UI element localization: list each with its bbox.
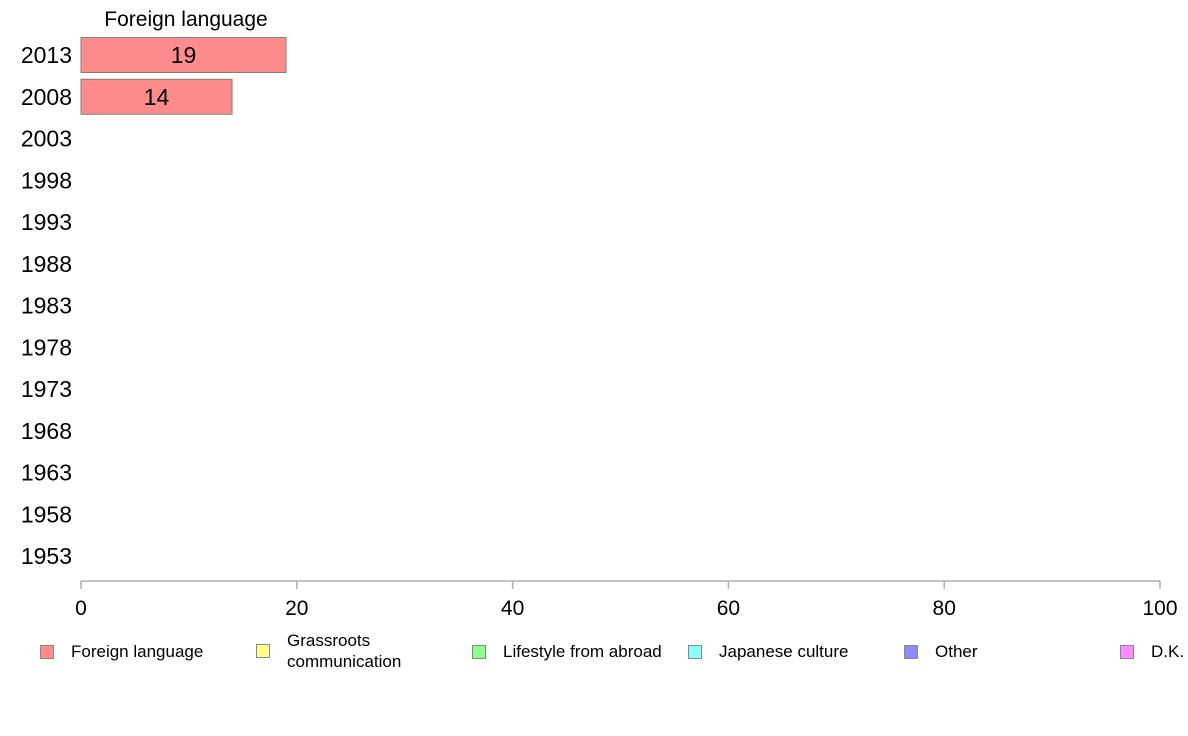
- legend-label: D.K.: [1151, 642, 1185, 661]
- legend-swatch: [256, 644, 270, 658]
- y-tick-label: 1998: [21, 167, 72, 193]
- y-tick-label: 1988: [21, 251, 72, 277]
- legend: Foreign language Grassroots communicatio…: [0, 630, 1188, 680]
- legend-swatch: [472, 644, 486, 659]
- x-axis: 0 20 40 60 80 100: [75, 580, 1178, 620]
- bar-value-label: 14: [144, 84, 170, 110]
- x-tick-label: 0: [75, 597, 87, 620]
- bar-value-label: 19: [171, 42, 197, 68]
- y-tick-label: 1983: [21, 293, 72, 319]
- legend-swatch: [688, 644, 702, 659]
- y-tick-label: 1973: [21, 376, 72, 402]
- series-header-label: Foreign language: [104, 8, 267, 31]
- y-tick-label: 1953: [21, 543, 72, 569]
- y-tick-label: 1963: [21, 460, 72, 486]
- y-axis-labels: 2013 2008 2003 1998 1993 1988 1983 1978 1973 1968…: [21, 42, 72, 569]
- legend-item-japanese-culture: Japanese culture: [688, 641, 848, 662]
- y-tick-label: 2003: [21, 126, 72, 152]
- legend-item-lifestyle-from-abroad: Lifestyle from abroad: [472, 641, 662, 662]
- y-tick-label: 2013: [21, 42, 72, 68]
- y-tick-label: 1958: [21, 501, 72, 527]
- legend-item-foreign-language: Foreign language: [40, 641, 203, 662]
- legend-swatch: [40, 644, 54, 659]
- legend-item-other: Other: [904, 641, 978, 662]
- x-tick-label: 20: [285, 597, 308, 620]
- y-tick-label: 1993: [21, 209, 72, 235]
- legend-label: Lifestyle from abroad: [503, 642, 662, 661]
- legend-label: Foreign language: [71, 642, 204, 661]
- y-tick-label: 1968: [21, 418, 72, 444]
- legend-label: Grassroots communication: [287, 631, 402, 671]
- x-tick-label: 60: [717, 597, 740, 620]
- x-tick-label: 40: [501, 597, 524, 620]
- x-tick-label: 80: [933, 597, 956, 620]
- y-tick-label: 2008: [21, 84, 72, 110]
- legend-item-grassroots-communication: Grassroots communication: [256, 630, 401, 672]
- y-tick-label: 1978: [21, 334, 72, 360]
- x-tick-label: 100: [1142, 597, 1177, 620]
- legend-label: Japanese culture: [719, 642, 849, 661]
- bar: [80, 37, 287, 73]
- legend-swatch: [1120, 644, 1134, 659]
- legend-item-dk: D.K.: [1120, 641, 1184, 662]
- legend-swatch: [904, 644, 918, 659]
- legend-label: Other: [935, 642, 978, 661]
- bar: [80, 78, 233, 115]
